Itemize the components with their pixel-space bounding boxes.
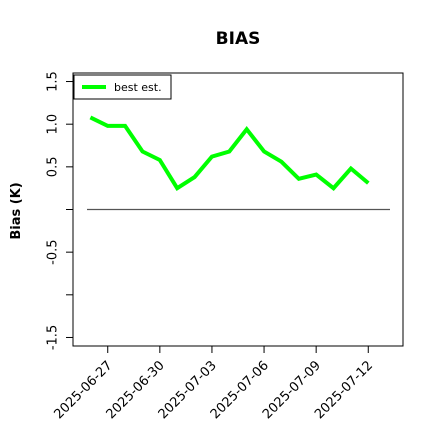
y-tick-label: 1.5 [46,71,61,92]
y-tick-label: 1.0 [46,114,61,135]
y-tick-label: -0.5 [46,239,61,264]
y-tick-label: -1.5 [46,325,61,350]
chart-title: BIAS [216,29,261,49]
legend: best est. [73,74,172,100]
y-ticks: -1.5 -0.5 0.5 1.0 1.5 [46,71,73,350]
legend-label-best-est: best est. [114,81,162,94]
x-ticks: 2025-06-272025-06-302025-07-032025-07-06… [52,346,376,422]
y-axis-label: Bias (K) [9,182,24,239]
y-tick-label: 0.5 [46,157,61,178]
series-line-best-est [89,115,370,191]
